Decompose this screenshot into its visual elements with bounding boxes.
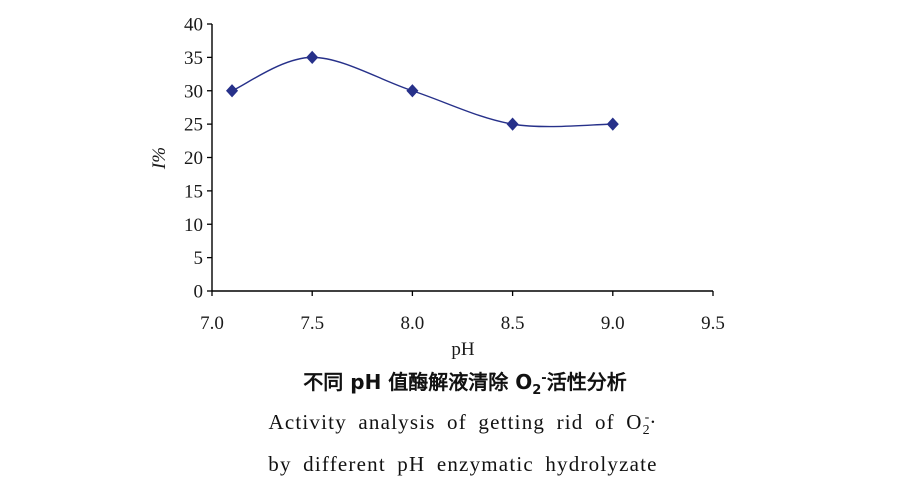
x-tick-label: 9.0 xyxy=(601,313,625,334)
y-ticks: 0 5 10 15 20 25 30 35 40 xyxy=(184,15,212,303)
caption-zh-main: 不同 pH 值酶解液清除 O xyxy=(303,370,532,394)
y-tick-label: 25 xyxy=(184,115,203,136)
y-tick-label: 30 xyxy=(184,81,203,102)
caption-en-subscript: 2 xyxy=(643,423,650,438)
data-point-marker xyxy=(306,50,319,64)
data-point-marker xyxy=(606,117,619,131)
caption-zh-subscript: 2 xyxy=(532,383,541,398)
y-tick-label: 35 xyxy=(184,48,203,69)
x-tick-label: 8.5 xyxy=(501,313,525,334)
x-axis-label: pH xyxy=(451,339,475,360)
caption-en-line2: by different pH enzymatic hydrolyzate xyxy=(268,452,657,476)
x-tick-label: 7.0 xyxy=(200,313,224,334)
x-tick-label: 7.5 xyxy=(300,313,324,334)
caption-en-superscript: - xyxy=(645,410,650,425)
data-point-marker xyxy=(406,84,419,98)
x-ticks: 7.0 7.5 8.0 8.5 9.0 9.5 xyxy=(200,291,725,334)
data-point-marker xyxy=(506,117,519,131)
caption-en-radical-dot: · xyxy=(649,410,657,434)
y-tick-label: 15 xyxy=(184,181,203,202)
y-tick-label: 20 xyxy=(184,148,203,169)
caption-zh: 不同 pH 值酶解液清除 O2-活性分析 xyxy=(303,370,626,398)
y-tick-label: 10 xyxy=(184,215,203,236)
y-tick-label: 5 xyxy=(194,248,204,269)
x-tick-label: 8.0 xyxy=(401,313,425,334)
caption-zh-superscript: - xyxy=(541,371,546,386)
x-tick-label: 9.5 xyxy=(701,313,725,334)
data-markers xyxy=(225,50,619,131)
caption-en-line1-main: Activity analysis of getting rid of O xyxy=(268,410,642,434)
caption-en-line1: Activity analysis of getting rid of O2-· xyxy=(268,410,657,438)
y-tick-label: 40 xyxy=(184,15,203,36)
series-line xyxy=(231,56,613,128)
caption-zh-tail: 活性分析 xyxy=(547,370,627,394)
plot-area: 0 5 10 15 20 25 30 35 40 7.0 7.5 8.0 8.5 9.0 9.5 xyxy=(184,15,725,335)
y-axis-label: I% xyxy=(149,147,170,170)
y-tick-label: 0 xyxy=(194,282,204,303)
data-point-marker xyxy=(225,84,239,98)
